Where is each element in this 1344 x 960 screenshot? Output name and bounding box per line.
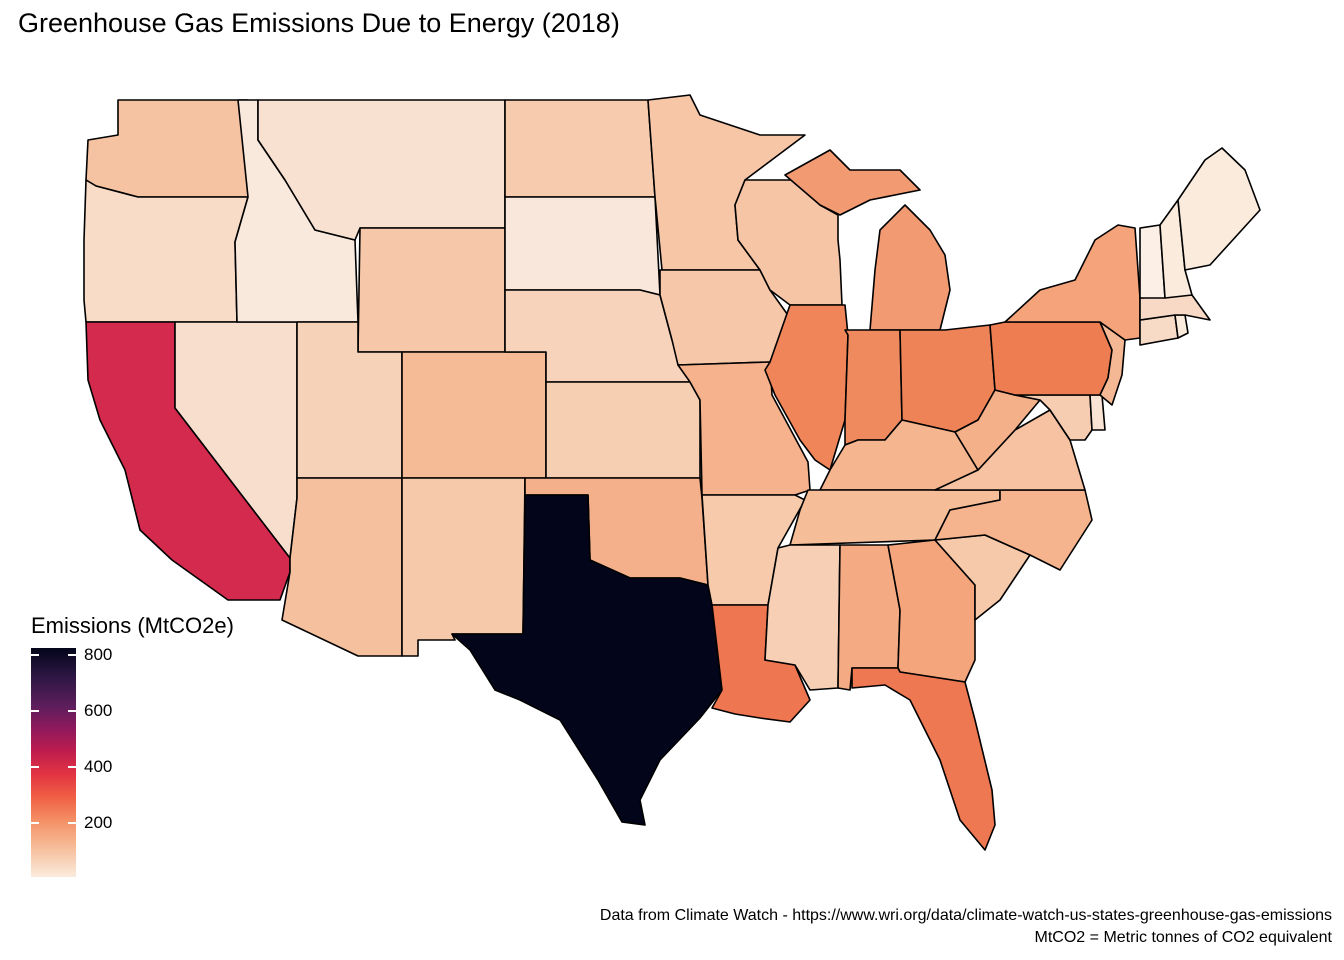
state-MI[interactable] <box>784 149 951 331</box>
state-ME[interactable] <box>1177 147 1261 271</box>
state-AZ[interactable] <box>281 477 403 657</box>
state-FL[interactable] <box>851 667 996 851</box>
state-NJ[interactable] <box>1099 321 1126 406</box>
state-KS[interactable] <box>545 381 701 479</box>
state-IN[interactable] <box>844 329 903 446</box>
legend-tick-label: 400 <box>84 757 113 776</box>
legend-tick-label: 600 <box>84 701 113 720</box>
legend-colorbar <box>31 648 76 877</box>
state-PA[interactable] <box>989 321 1113 396</box>
map-title: Greenhouse Gas Emissions Due to Energy (… <box>18 8 620 38</box>
state-SD[interactable] <box>504 196 661 296</box>
caption-units: MtCO2 = Metric tonnes of CO2 equivalent <box>1034 929 1332 946</box>
state-CO[interactable] <box>401 351 547 479</box>
state-NM[interactable] <box>401 477 526 657</box>
state-WY[interactable] <box>357 227 506 353</box>
legend-title: Emissions (MtCO2e) <box>31 613 234 638</box>
state-NC[interactable] <box>934 489 1093 571</box>
state-NH[interactable] <box>1159 199 1193 299</box>
state-ND[interactable] <box>504 99 656 198</box>
state-TX[interactable] <box>451 494 723 826</box>
state-IL[interactable] <box>764 304 849 471</box>
state-RI[interactable] <box>1174 314 1189 339</box>
legend-tick-label: 800 <box>84 645 113 664</box>
caption-source: Data from Climate Watch - https://www.wr… <box>599 907 1332 924</box>
states-layer <box>83 94 1261 851</box>
state-OR[interactable] <box>83 179 249 323</box>
state-WA[interactable] <box>85 99 249 198</box>
legend-tick-label: 200 <box>84 813 113 832</box>
state-NY[interactable] <box>1004 224 1141 341</box>
state-DE[interactable] <box>1089 394 1106 431</box>
